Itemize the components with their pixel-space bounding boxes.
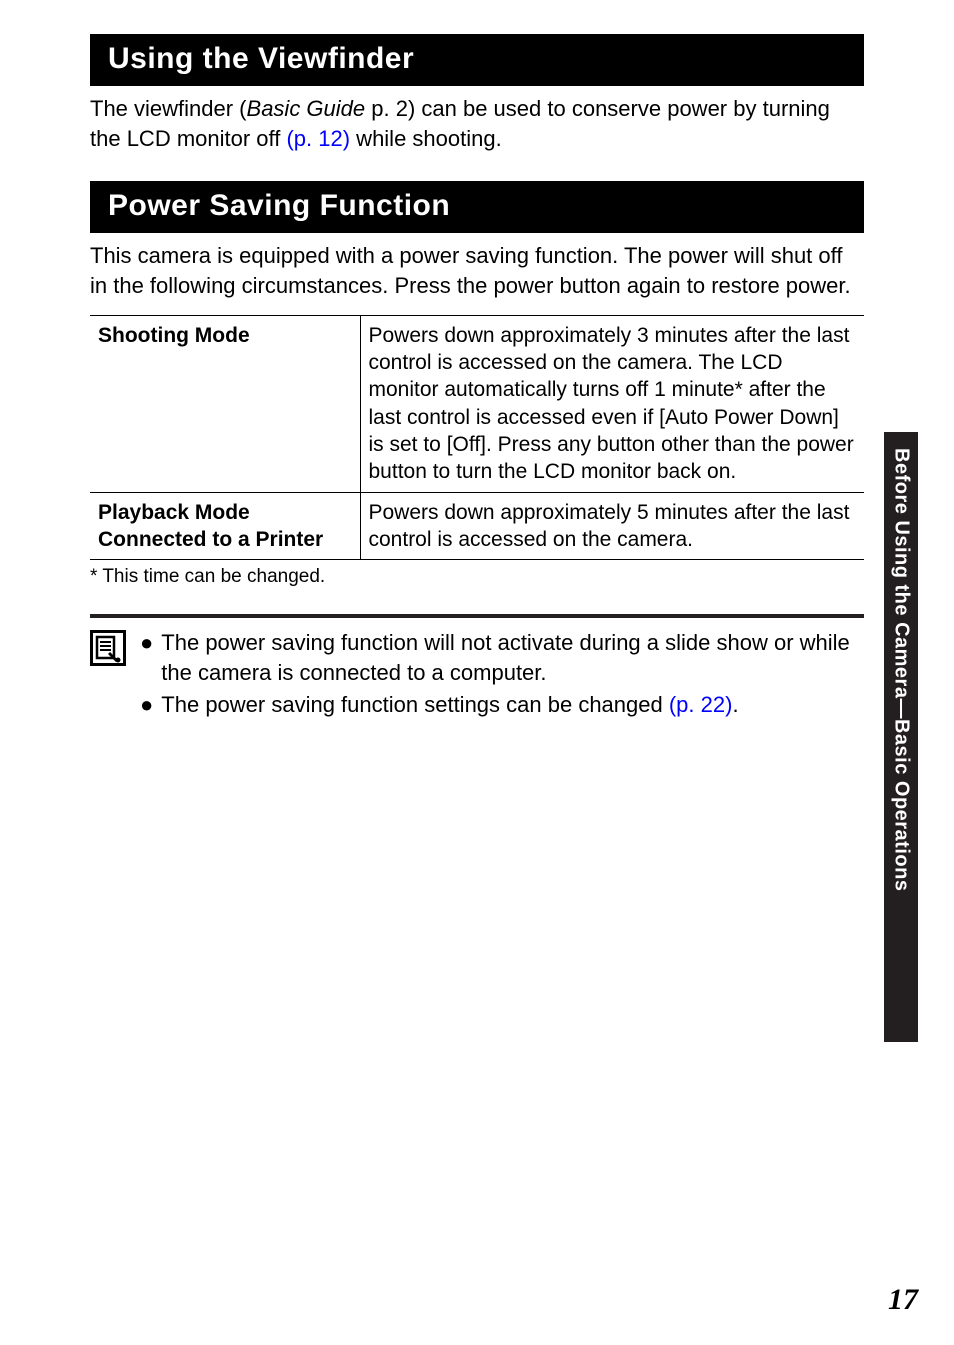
mode-label-shooting: Shooting Mode [90, 315, 360, 492]
side-tab-text: Before Using the Camera—Basic Operations [890, 448, 913, 891]
note-icon [90, 630, 126, 721]
intro1-pre: The viewfinder ( [90, 96, 247, 121]
label-line: Connected to a Printer [98, 528, 323, 551]
table-row: Shooting Mode Powers down approximately … [90, 315, 864, 492]
bullet-icon: ● [140, 690, 153, 720]
mode-desc-shooting: Powers down approximately 3 minutes afte… [360, 315, 864, 492]
note-list: ● The power saving function will not act… [140, 628, 864, 721]
mode-label-playback: Playback Mode Connected to a Printer [90, 492, 360, 560]
intro1-post: while shooting. [350, 126, 502, 151]
mode-desc-playback: Powers down approximately 5 minutes afte… [360, 492, 864, 560]
note-item: ● The power saving function will not act… [140, 628, 864, 687]
intro-viewfinder: The viewfinder (Basic Guide p. 2) can be… [90, 94, 864, 153]
footnote: * This time can be changed. [90, 566, 864, 588]
intro1-link[interactable]: (p. 12) [286, 126, 350, 151]
bullet-icon: ● [140, 628, 153, 687]
note-text: The power saving function will not activ… [161, 630, 849, 685]
note-item: ● The power saving function settings can… [140, 690, 864, 720]
note-text: The power saving function settings can b… [161, 692, 669, 717]
note-link[interactable]: (p. 22) [669, 692, 733, 717]
heading-viewfinder: Using the Viewfinder [90, 34, 864, 86]
label-line: Shooting Mode [98, 324, 250, 347]
table-row: Playback Mode Connected to a Printer Pow… [90, 492, 864, 560]
side-tab: Before Using the Camera—Basic Operations [884, 432, 918, 1042]
modes-table: Shooting Mode Powers down approximately … [90, 315, 864, 560]
page-number: 17 [888, 1283, 918, 1317]
note-box: ● The power saving function will not act… [90, 614, 864, 721]
note-period: . [732, 692, 738, 717]
label-line: Playback Mode [98, 501, 250, 524]
intro1-italic: Basic Guide [247, 96, 366, 121]
intro-power-saving: This camera is equipped with a power sav… [90, 241, 864, 300]
heading-power-saving: Power Saving Function [90, 181, 864, 233]
